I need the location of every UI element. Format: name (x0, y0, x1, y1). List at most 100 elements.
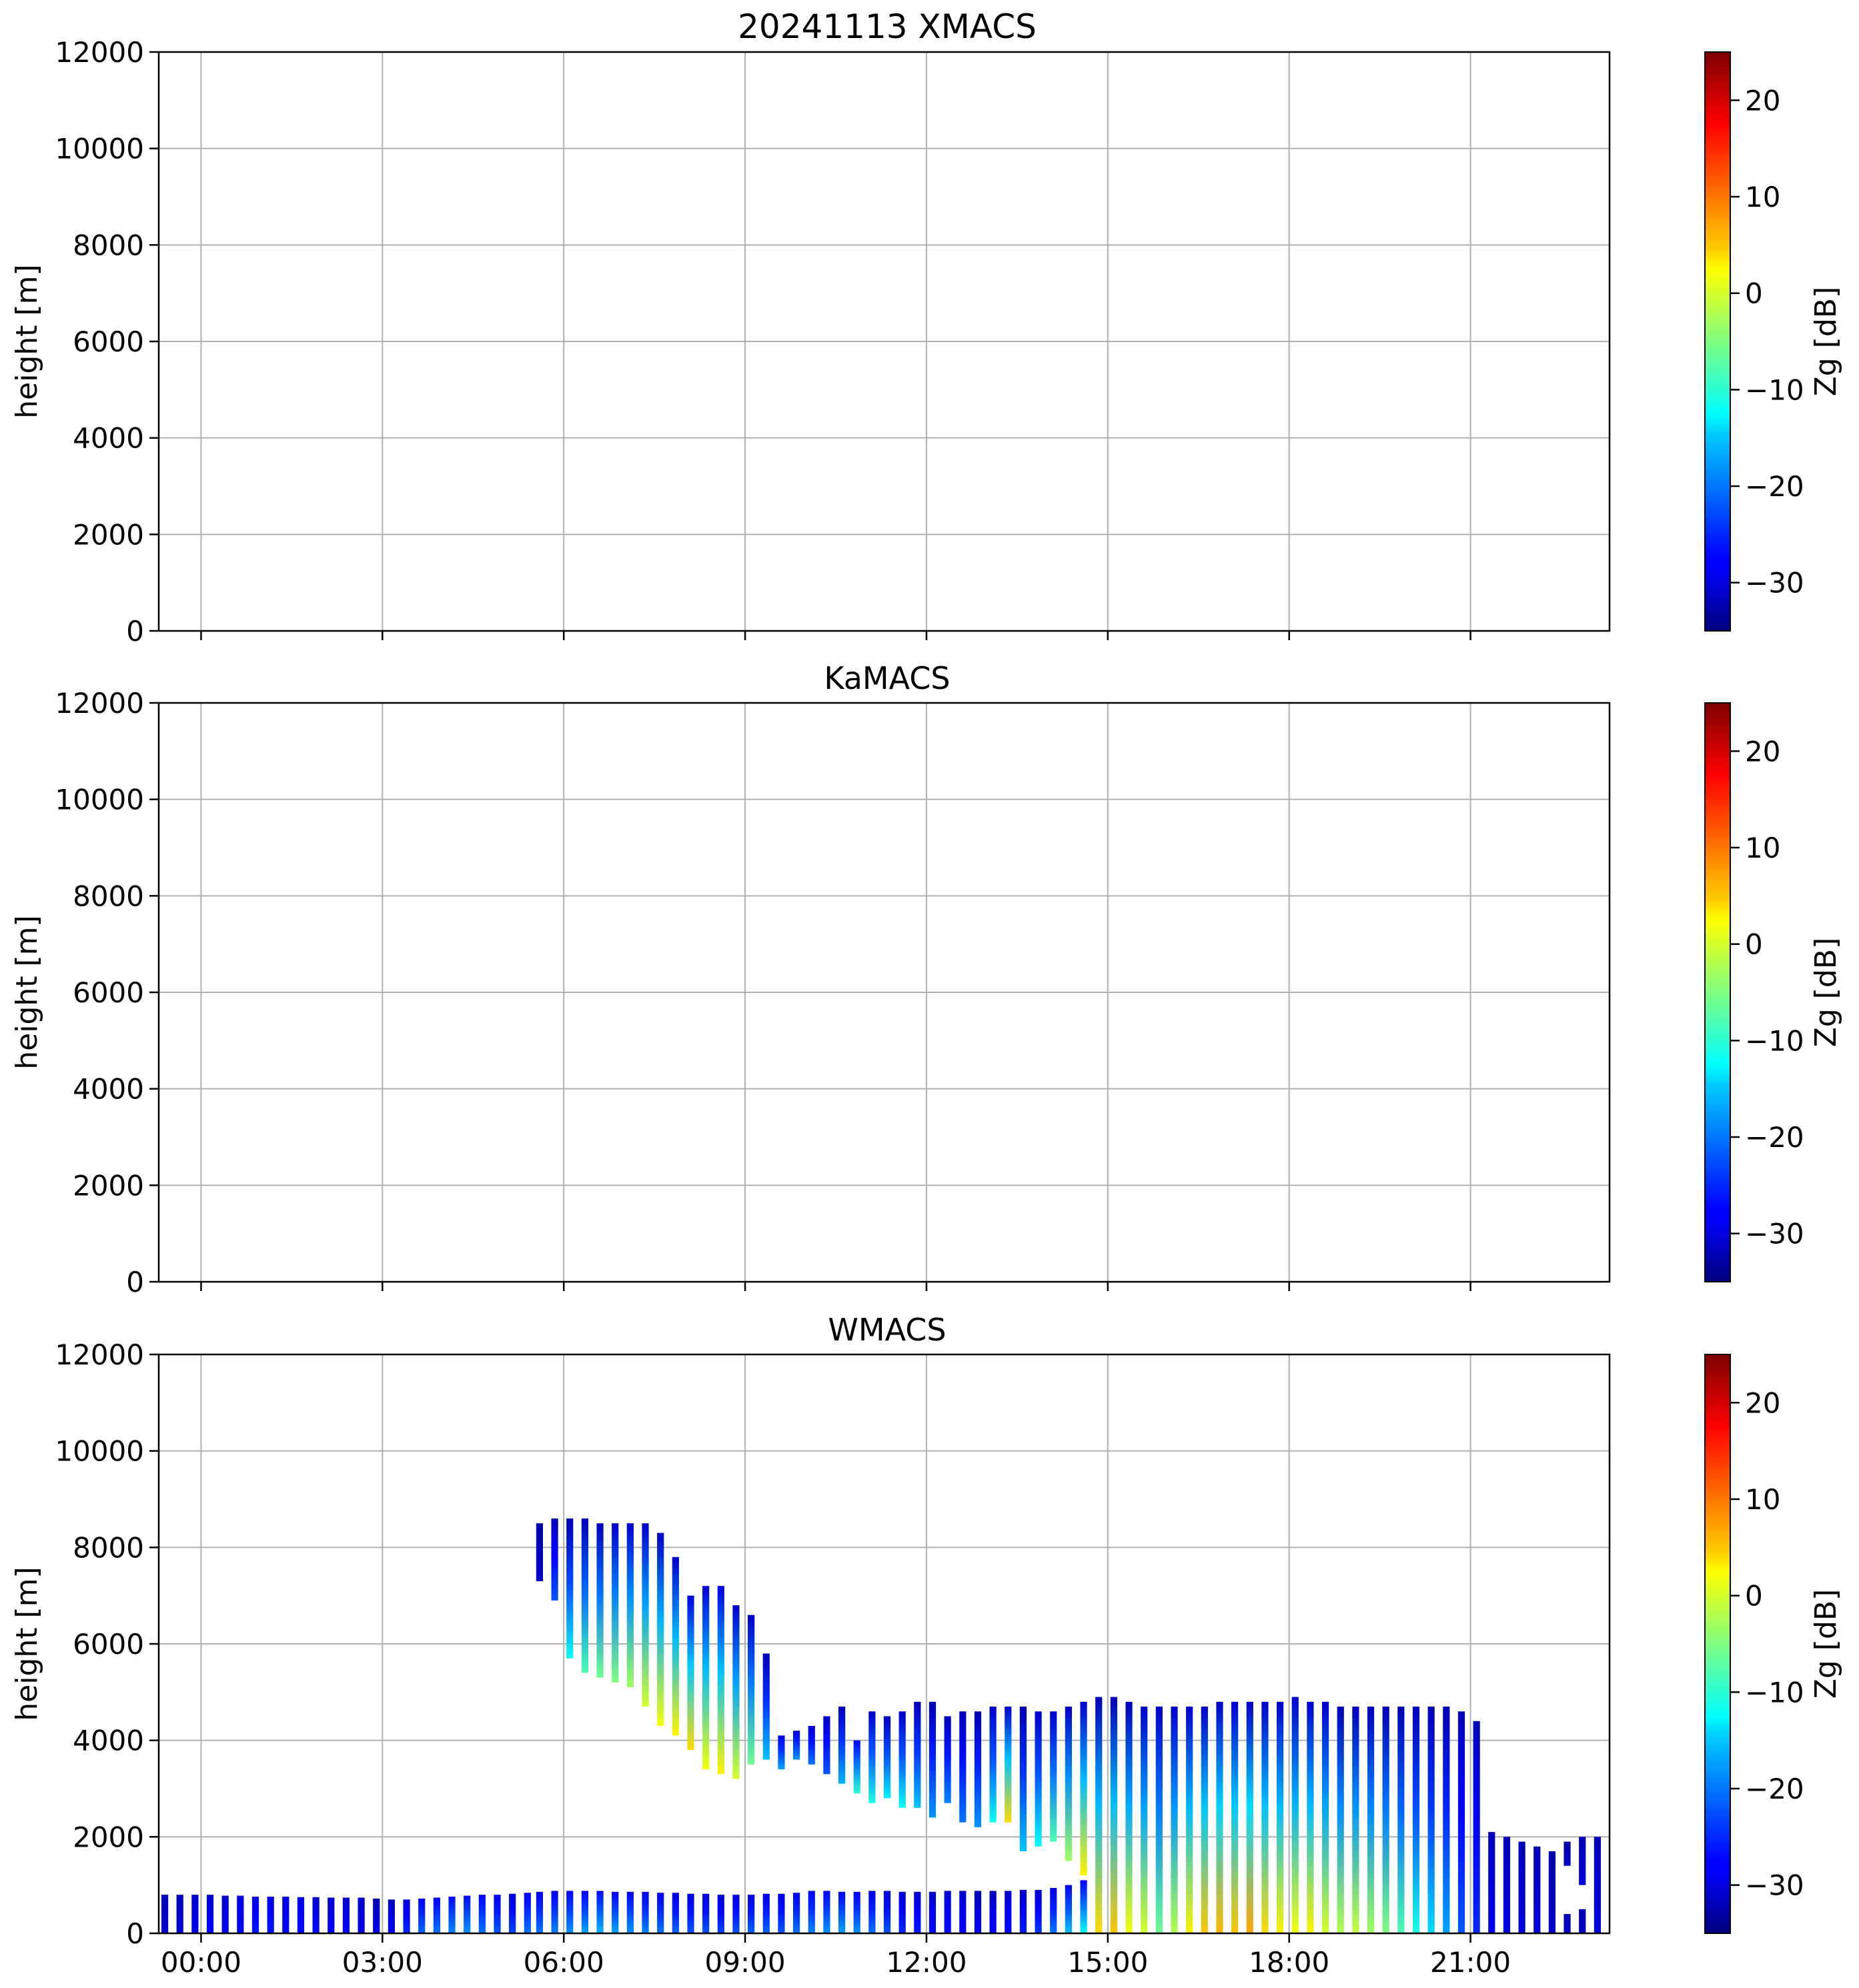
reflectivity-column (1594, 1837, 1601, 1933)
reflectivity-column (1231, 1701, 1239, 1933)
reflectivity-field-wmacs (161, 1518, 1601, 1933)
reflectivity-column (792, 1893, 800, 1933)
reflectivity-column (1533, 1846, 1541, 1933)
reflectivity-column (191, 1895, 199, 1933)
reflectivity-column (581, 1891, 589, 1933)
colorbar-tick-label: −30 (1745, 567, 1804, 600)
reflectivity-column (914, 1891, 921, 1933)
reflectivity-column (1050, 1711, 1057, 1842)
reflectivity-column (1321, 1701, 1329, 1933)
reflectivity-column (717, 1586, 724, 1775)
reflectivity-column (1518, 1841, 1525, 1933)
reflectivity-column (1171, 1707, 1178, 1933)
reflectivity-column (762, 1893, 770, 1933)
reflectivity-column (282, 1897, 289, 1933)
colorbar-tick-label: 10 (1745, 181, 1780, 213)
colorbar-tick-label: 10 (1745, 832, 1780, 864)
panel-title-wmacs: WMACS (828, 1312, 946, 1348)
panel-kamacs: KaMACS 0 2000 4000 6000 8000 10000 12000 heigh… (10, 660, 1843, 1298)
reflectivity-column (1488, 1832, 1495, 1933)
reflectivity-column (1246, 1701, 1253, 1933)
reflectivity-column (1564, 1841, 1571, 1866)
reflectivity-column (448, 1897, 456, 1933)
reflectivity-column (883, 1891, 891, 1933)
colorbar-tick-label: −20 (1745, 1773, 1804, 1805)
reflectivity-column (1397, 1707, 1405, 1933)
reflectivity-column (1473, 1721, 1480, 1933)
reflectivity-column (612, 1891, 619, 1933)
y-tick-label: 4000 (73, 1073, 144, 1106)
reflectivity-column (778, 1893, 785, 1933)
reflectivity-column (494, 1895, 501, 1933)
x-tick-label: 15:00 (1067, 1946, 1148, 1979)
reflectivity-column (1427, 1707, 1435, 1933)
reflectivity-column (1261, 1701, 1269, 1933)
reflectivity-column (1186, 1707, 1193, 1933)
x-ticks-xmacs (200, 631, 1471, 640)
colorbar-tick-label: 0 (1745, 277, 1763, 310)
reflectivity-column (221, 1895, 229, 1933)
x-tick-label: 06:00 (524, 1946, 604, 1979)
reflectivity-column (702, 1893, 710, 1933)
x-tick-label: 03:00 (342, 1946, 423, 1979)
reflectivity-column (1352, 1707, 1359, 1933)
reflectivity-column (536, 1891, 544, 1933)
reflectivity-column (403, 1899, 410, 1933)
y-tick-label: 0 (126, 615, 144, 648)
y-ticks-xmacs: 0 2000 4000 6000 8000 10000 12000 (55, 36, 159, 648)
colorbar-gradient (1704, 51, 1731, 632)
reflectivity-column (748, 1895, 755, 1933)
reflectivity-column (251, 1897, 259, 1933)
reflectivity-column (626, 1891, 634, 1933)
reflectivity-column (1457, 1711, 1465, 1933)
colorbar-xmacs: −30 −20 −10 0 10 20 Zg [dB] (1704, 51, 1843, 632)
y-tick-label: 0 (126, 1266, 144, 1298)
reflectivity-column (838, 1707, 846, 1784)
reflectivity-column (853, 1891, 860, 1933)
reflectivity-column (566, 1518, 574, 1659)
reflectivity-column (1564, 1914, 1571, 1933)
colorbar-tick-label: 20 (1745, 1386, 1780, 1419)
reflectivity-column (974, 1891, 982, 1933)
y-tick-label: 6000 (73, 1628, 144, 1661)
colorbar-label: Zg [dB] (1809, 938, 1843, 1048)
reflectivity-column (672, 1557, 679, 1736)
reflectivity-column (1503, 1837, 1511, 1933)
reflectivity-column (1291, 1697, 1299, 1933)
colorbar-label: Zg [dB] (1809, 1589, 1843, 1699)
colorbar-tick-label: −30 (1745, 1218, 1804, 1250)
y-tick-label: 8000 (73, 1531, 144, 1564)
reflectivity-column (989, 1891, 997, 1933)
reflectivity-column (464, 1895, 471, 1933)
reflectivity-column (883, 1716, 891, 1799)
panel-title-xmacs: 20241113 XMACS (738, 7, 1037, 46)
reflectivity-column (536, 1523, 544, 1581)
colorbar-tick-label: 20 (1745, 84, 1780, 117)
reflectivity-column (1201, 1707, 1208, 1933)
colorbar-tick-label: −20 (1745, 1121, 1804, 1154)
reflectivity-column (1019, 1707, 1027, 1852)
y-tick-label: 10000 (55, 133, 144, 165)
reflectivity-column (1276, 1701, 1284, 1933)
grid-wmacs (159, 1354, 1610, 1934)
y-ticks-kamacs: 0 2000 4000 6000 8000 10000 12000 (55, 687, 159, 1298)
reflectivity-column (1035, 1711, 1042, 1847)
reflectivity-column (642, 1891, 649, 1933)
reflectivity-column (792, 1731, 800, 1760)
reflectivity-column (566, 1891, 574, 1933)
reflectivity-column (237, 1895, 244, 1933)
panel-title-kamacs: KaMACS (824, 660, 950, 696)
x-ticks-wmacs: 00:00 03:00 06:00 09:00 12:00 15:00 18:00 21:00 (161, 1933, 1511, 1979)
reflectivity-column (388, 1899, 396, 1933)
y-tick-label: 2000 (73, 518, 144, 551)
reflectivity-column (808, 1725, 815, 1765)
reflectivity-column (1337, 1707, 1344, 1933)
reflectivity-column (524, 1893, 531, 1933)
colorbar-tick-label: −30 (1745, 1869, 1804, 1902)
colorbar-tick-label: −10 (1745, 1676, 1804, 1709)
reflectivity-column (974, 1711, 982, 1827)
reflectivity-column (672, 1893, 679, 1933)
reflectivity-column (1050, 1888, 1057, 1933)
reflectivity-column (944, 1716, 951, 1803)
